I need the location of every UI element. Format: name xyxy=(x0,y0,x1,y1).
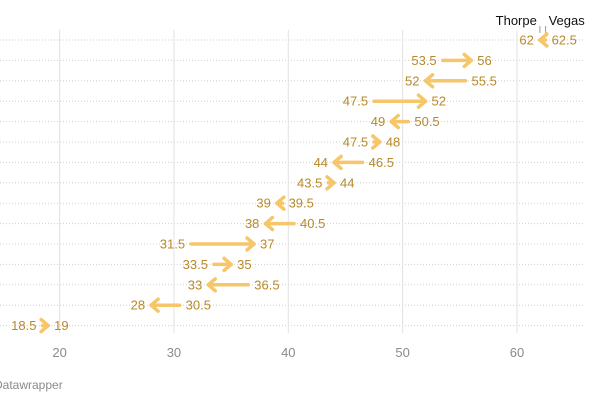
value-label-left: 28 xyxy=(131,298,145,313)
arrow-head xyxy=(325,175,336,191)
arrow-row: 44 46.5 xyxy=(314,154,394,171)
arrow-head xyxy=(332,154,343,171)
arrow-head xyxy=(263,215,275,232)
x-tick-label: 20 xyxy=(52,345,66,360)
value-label-right: 55.5 xyxy=(472,73,497,88)
value-label-right: 37 xyxy=(260,237,274,252)
arrow-row: 53.5 56 xyxy=(411,52,492,69)
value-label-right: 52 xyxy=(432,94,446,109)
vertical-gridlines xyxy=(59,30,518,333)
arrow-head xyxy=(389,113,400,130)
arrow-head xyxy=(462,52,474,69)
x-tick-label: 60 xyxy=(510,345,524,360)
arrow-row: 52 55.5 xyxy=(405,73,497,89)
value-label-left: 38 xyxy=(245,216,259,231)
arrow-head xyxy=(206,277,218,293)
arrow-row: 43.5 44 xyxy=(297,175,355,191)
credit-text: Datawrapper xyxy=(0,378,63,392)
value-label-left: 39 xyxy=(256,196,270,211)
value-label-left: 53.5 xyxy=(411,53,436,68)
value-label-left: 49 xyxy=(371,114,385,129)
arrow-row: 33.5 35 xyxy=(183,256,252,273)
value-label-right: 19 xyxy=(54,318,68,333)
arrow-row: 18.5 19 xyxy=(11,317,69,334)
legend-label-from: Thorpe xyxy=(496,13,537,28)
arrow-rows: 62 62.5 53.5 56 52 55.5 47.5 52 49 50.5 47.5 48 44 46… xyxy=(11,32,577,334)
x-tick-label: 50 xyxy=(395,345,409,360)
arrow-head xyxy=(245,236,256,252)
arrow-head xyxy=(275,195,286,211)
value-label-right: 30.5 xyxy=(186,298,211,313)
x-tick-label: 40 xyxy=(281,345,295,360)
value-label-left: 33.5 xyxy=(183,257,208,272)
arrow-row: 62 62.5 xyxy=(519,32,577,48)
value-label-right: 48 xyxy=(386,135,400,150)
value-label-left: 43.5 xyxy=(297,175,322,190)
arrow-head xyxy=(39,317,50,334)
arrow-head xyxy=(538,32,549,48)
value-label-left: 31.5 xyxy=(160,237,185,252)
arrow-row: 31.5 37 xyxy=(160,236,274,252)
value-label-right: 56 xyxy=(477,53,491,68)
arrow-row: 47.5 48 xyxy=(343,134,400,150)
x-tick-label: 30 xyxy=(167,345,181,360)
value-label-right: 36.5 xyxy=(254,277,279,292)
arrow-head xyxy=(416,93,428,109)
arrow-row: 28 30.5 xyxy=(131,297,211,313)
value-label-right: 35 xyxy=(237,257,251,272)
value-label-left: 44 xyxy=(314,155,328,170)
arrow-head xyxy=(371,134,382,150)
arrow-row: 33 36.5 xyxy=(188,277,280,293)
arrow-row: 38 40.5 xyxy=(245,215,325,232)
value-label-left: 47.5 xyxy=(343,94,368,109)
arrow-row: 39 39.5 xyxy=(256,195,314,211)
value-label-right: 50.5 xyxy=(414,114,439,129)
value-label-right: 40.5 xyxy=(300,216,325,231)
arrow-row: 47.5 52 xyxy=(343,93,446,109)
arrow-row: 49 50.5 xyxy=(371,113,440,130)
value-label-right: 46.5 xyxy=(369,155,394,170)
arrow-head xyxy=(222,256,233,273)
value-label-left: 33 xyxy=(188,277,202,292)
value-label-left: 52 xyxy=(405,73,419,88)
value-label-right: 39.5 xyxy=(289,196,314,211)
arrow-head xyxy=(149,297,160,313)
x-axis-ticks: 20 30 40 50 60 xyxy=(52,345,524,360)
legend-label-to: Vegas xyxy=(549,13,586,28)
value-label-left: 18.5 xyxy=(11,318,36,333)
value-label-left: 62 xyxy=(519,33,533,48)
value-label-left: 47.5 xyxy=(343,135,368,150)
arrow-head xyxy=(423,73,435,89)
value-label-right: 62.5 xyxy=(552,33,577,48)
legend: Thorpe Vegas xyxy=(496,13,586,33)
value-label-right: 44 xyxy=(340,175,354,190)
